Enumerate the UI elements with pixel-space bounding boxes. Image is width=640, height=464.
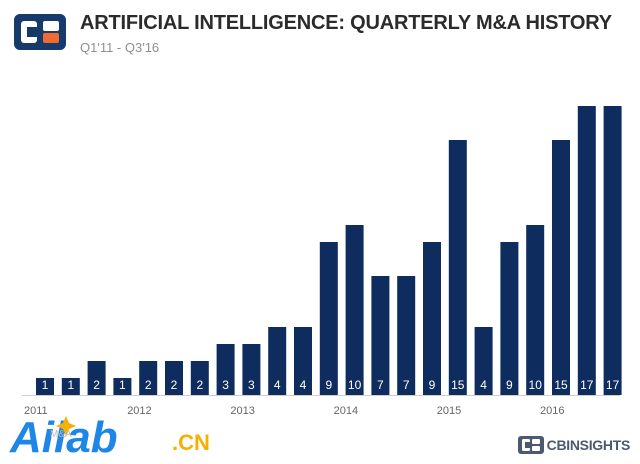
bar bbox=[345, 225, 364, 395]
year-tick-label: 2014 bbox=[334, 405, 358, 417]
cbinsights-brand: CBINSIGHTS bbox=[517, 434, 631, 456]
bar bbox=[268, 327, 287, 395]
bar bbox=[36, 378, 54, 395]
year-tick-label: 2016 bbox=[540, 405, 564, 417]
bar-value-label: 2 bbox=[196, 378, 203, 392]
bar bbox=[500, 242, 519, 395]
bar bbox=[139, 361, 158, 395]
bar-value-label: 1 bbox=[67, 378, 74, 392]
bar-value-label: 17 bbox=[606, 378, 620, 392]
bar-value-label: 2 bbox=[93, 378, 100, 392]
bar-value-label: 7 bbox=[403, 378, 410, 392]
bar-value-label: 15 bbox=[554, 378, 568, 392]
bar bbox=[190, 361, 209, 395]
bar bbox=[87, 361, 106, 395]
bar-value-label: 17 bbox=[580, 378, 594, 392]
chart-title: ARTIFICIAL INTELLIGENCE: QUARTERLY M&A H… bbox=[80, 12, 612, 34]
bar-value-label: 1 bbox=[119, 378, 126, 392]
bar-value-label: 2 bbox=[171, 378, 178, 392]
bar bbox=[165, 361, 183, 395]
bar-value-label: 3 bbox=[222, 378, 229, 392]
bar-value-label: 10 bbox=[529, 378, 543, 392]
bar bbox=[526, 225, 545, 395]
bar bbox=[423, 242, 441, 395]
year-tick-label: 2015 bbox=[437, 405, 461, 417]
bar bbox=[61, 378, 80, 395]
bar-value-label: 15 bbox=[451, 378, 465, 392]
bar-value-label: 1 bbox=[42, 378, 49, 392]
bar bbox=[242, 344, 261, 395]
bar-value-label: 9 bbox=[506, 378, 513, 392]
cbinsights-logo-icon bbox=[14, 14, 66, 50]
cbinsights-small-logo-icon bbox=[517, 436, 544, 454]
bar-value-label: 7 bbox=[377, 378, 384, 392]
bar bbox=[397, 276, 416, 395]
chart-subtitle: Q1'11 - Q3'16 bbox=[80, 40, 160, 55]
bar bbox=[448, 140, 467, 395]
year-tick-label: 2012 bbox=[127, 405, 151, 417]
watermark-note: M&A bbox=[50, 429, 72, 440]
bar-value-label: 3 bbox=[248, 378, 255, 392]
svg-text:Ailab: Ailab bbox=[9, 413, 118, 462]
bar-value-label: 9 bbox=[325, 378, 332, 392]
bar bbox=[474, 327, 493, 395]
bar-value-label: 9 bbox=[429, 378, 436, 392]
year-tick-label: 2011 bbox=[24, 405, 48, 417]
bar bbox=[113, 378, 132, 395]
bar bbox=[552, 140, 570, 395]
bar bbox=[319, 242, 338, 395]
bar bbox=[603, 106, 622, 395]
bar bbox=[371, 276, 390, 395]
bar-value-label: 4 bbox=[274, 378, 281, 392]
bar-value-label: 10 bbox=[348, 378, 362, 392]
bar bbox=[216, 344, 235, 395]
svg-text:.CN: .CN bbox=[172, 430, 210, 455]
cbinsights-brand-text: CBINSIGHTS bbox=[546, 437, 631, 453]
bar bbox=[577, 106, 596, 395]
ailab-watermark-logo: Ailab .CN bbox=[9, 413, 210, 462]
bar bbox=[294, 327, 312, 395]
bar-value-label: 4 bbox=[480, 378, 487, 392]
year-tick-label: 2013 bbox=[230, 405, 254, 417]
bar-value-label: 4 bbox=[300, 378, 307, 392]
bar-value-label: 2 bbox=[145, 378, 152, 392]
